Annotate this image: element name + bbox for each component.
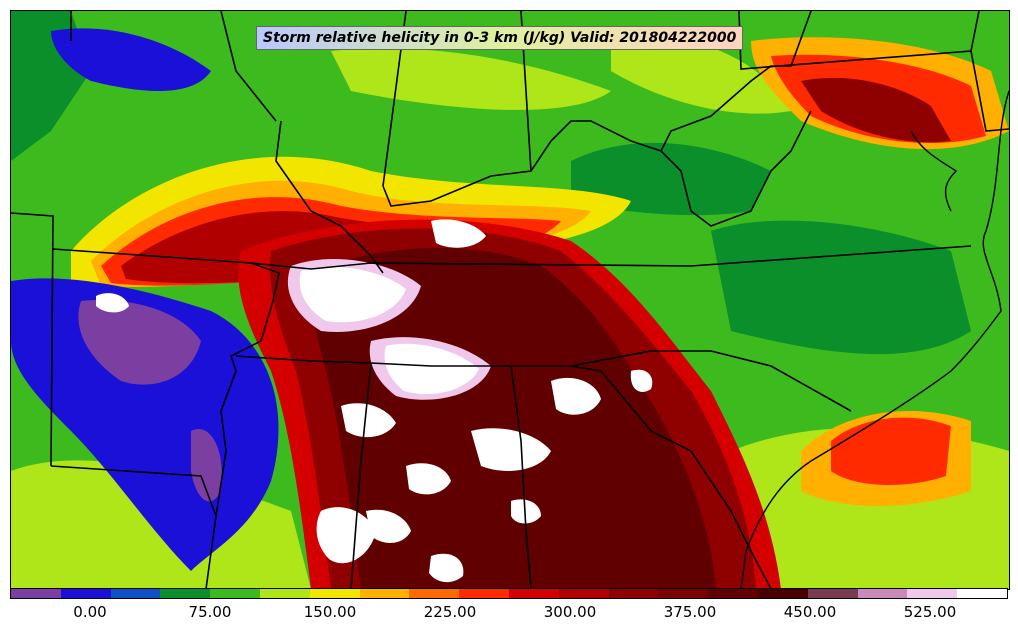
field-max-white xyxy=(511,499,541,524)
colorbar-tick-label: 375.00 xyxy=(663,603,717,621)
field-dark-green xyxy=(711,220,971,355)
field-max-white xyxy=(366,509,411,543)
colorbar-tick-label: 450.00 xyxy=(783,603,837,621)
field-dark-green xyxy=(571,142,771,216)
field-max-white xyxy=(431,219,486,248)
state-borders xyxy=(11,11,1009,589)
field-max-white xyxy=(630,369,653,392)
field-ne-darkred xyxy=(801,77,951,143)
colorbar-swatch xyxy=(907,589,958,598)
colorbar-swatch xyxy=(459,589,509,598)
field-max-white xyxy=(551,377,601,415)
field-west-purple xyxy=(78,300,201,385)
field-west-purple xyxy=(191,429,222,502)
field-max-white xyxy=(406,463,451,495)
field-max-white xyxy=(341,403,396,438)
field-west-white xyxy=(96,293,129,313)
field-max-white xyxy=(316,507,376,564)
field-coast-red xyxy=(831,417,951,486)
colorbar-labels: 0.00 75.00 150.00 225.00 300.00 375.00 450.00 5… xyxy=(0,603,1018,625)
field-yellow-green xyxy=(611,31,791,114)
colorbar-tick-label: 0.00 xyxy=(73,603,107,621)
field-yellow-green xyxy=(331,48,611,110)
field-core-maroon xyxy=(309,247,716,589)
field-max-white xyxy=(299,266,406,323)
field-max-white xyxy=(471,428,551,471)
colorbar-swatch xyxy=(259,589,310,598)
colorbar-tick-label: 75.00 xyxy=(188,603,232,621)
helicity-map: Storm relative helicity in 0-3 km (J/kg)… xyxy=(10,10,1010,590)
coastlines xyxy=(740,90,1009,589)
colorbar-swatch xyxy=(110,589,161,598)
colorbar-tick-label: 525.00 xyxy=(903,603,957,621)
field-max-white xyxy=(384,343,479,395)
helicity-contour-field xyxy=(11,11,1009,589)
colorbar-swatch xyxy=(409,589,460,598)
field-blue xyxy=(51,28,211,91)
colorbar-tick-label: 150.00 xyxy=(303,603,357,621)
colorbar-swatch xyxy=(309,589,360,598)
colorbar-swatch xyxy=(508,589,559,598)
colorbar-swatch xyxy=(757,589,808,598)
colorbar-tick-label: 225.00 xyxy=(423,603,477,621)
map-title: Storm relative helicity in 0-3 km (J/kg)… xyxy=(256,26,744,50)
colorbar-swatch xyxy=(658,589,709,598)
colorbar xyxy=(10,588,1008,599)
colorbar-swatch xyxy=(60,589,111,598)
colorbar-swatch xyxy=(11,589,61,598)
colorbar-swatch xyxy=(160,589,211,598)
colorbar-swatch xyxy=(708,589,758,598)
colorbar-swatch xyxy=(210,589,260,598)
colorbar-tick-label: 300.00 xyxy=(543,603,597,621)
colorbar-swatch xyxy=(608,589,659,598)
colorbar-swatch xyxy=(807,589,858,598)
colorbar-swatch xyxy=(558,589,609,598)
colorbar-swatch xyxy=(857,589,908,598)
colorbar-swatch xyxy=(359,589,410,598)
colorbar-swatch xyxy=(957,589,1007,598)
field-max-white xyxy=(429,553,464,583)
